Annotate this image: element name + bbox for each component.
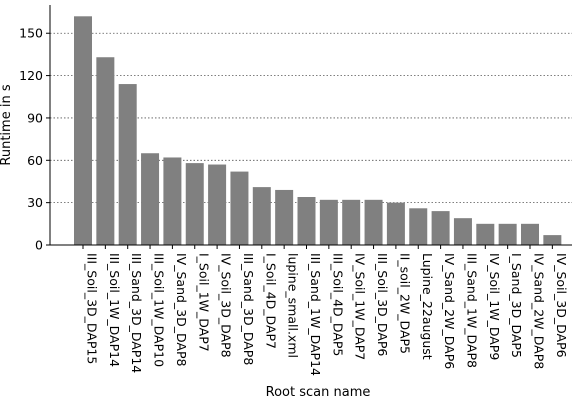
x-tick-label: lupine_small.xml [286, 253, 301, 358]
x-tick-label: IV_Sand_2W_DAP6 [442, 253, 457, 369]
bar [386, 202, 405, 245]
bar [543, 235, 562, 245]
y-ticks: 0 30 60 90 120 150 [19, 26, 50, 253]
x-tick-label: III_Sand_3D_DAP14 [129, 253, 144, 373]
x-axis-title: Root scan name [266, 385, 371, 400]
y-tick-label: 60 [27, 153, 43, 168]
bar [431, 211, 450, 245]
bar [409, 208, 428, 245]
x-tick-label: III_Soil_3D_DAP6 [375, 253, 390, 356]
bar [208, 164, 227, 245]
y-tick-label: 90 [27, 110, 43, 125]
bars [74, 16, 562, 246]
y-tick-label: 120 [19, 68, 43, 83]
bar [342, 199, 361, 245]
bar [185, 163, 204, 245]
bar [118, 84, 137, 245]
x-tick-label: IV_Sand_3D_DAP8 [174, 253, 189, 367]
x-tick-label: IV_Sand_2W_DAP8 [532, 253, 547, 369]
x-tick-label: III_Soil_1W_DAP14 [107, 253, 122, 367]
x-tick-label: III_Sand_1W_DAP8 [464, 253, 479, 368]
bar [230, 171, 249, 245]
bar [476, 223, 495, 245]
x-tick-label: Lupine_22august [420, 253, 435, 360]
y-tick-label: 30 [27, 195, 43, 210]
x-tick-label: I_Sand_3D_DAP5 [509, 253, 524, 358]
x-tick-label: I_Soil_4D_DAP7 [263, 253, 278, 349]
y-tick-label: 150 [19, 26, 43, 41]
x-tick-label: IV_Soil_3D_DAP8 [219, 253, 234, 358]
x-tick-label: III_Sand_1W_DAP14 [308, 253, 323, 376]
bar [297, 197, 316, 245]
x-ticks: III_Soil_3D_DAP15 III_Soil_1W_DAP14 III_Sa… [82, 245, 569, 376]
x-tick-label: III_Soil_3D_DAP15 [85, 253, 100, 364]
bar [364, 199, 383, 245]
x-tick-label: IV_Soil_3D_DAP6 [554, 253, 569, 358]
bar [275, 189, 294, 245]
bar [74, 16, 92, 246]
x-tick-label: I_Soil_1W_DAP7 [196, 253, 211, 352]
bar [498, 223, 517, 245]
x-tick-label: III_Soil_4D_DAP5 [330, 253, 345, 356]
x-tick-label: IV_Soil_1W_DAP7 [353, 253, 368, 360]
grid-lines [50, 32, 572, 204]
bar [521, 223, 539, 245]
x-tick-label: III_Soil_1W_DAP10 [152, 253, 167, 367]
bar [96, 57, 115, 246]
y-tick-label: 0 [35, 238, 43, 253]
bar [453, 218, 472, 245]
bar [163, 157, 182, 245]
y-axis-title: Runtime in s [0, 84, 14, 165]
bar [319, 199, 338, 245]
bar [141, 153, 160, 245]
x-tick-label: IV_Soil_1W_DAP9 [487, 253, 502, 360]
bar [252, 187, 271, 245]
x-tick-label: III_Sand_3D_DAP8 [241, 253, 256, 365]
x-tick-label: II_soil_2W_DAP5 [397, 253, 412, 354]
